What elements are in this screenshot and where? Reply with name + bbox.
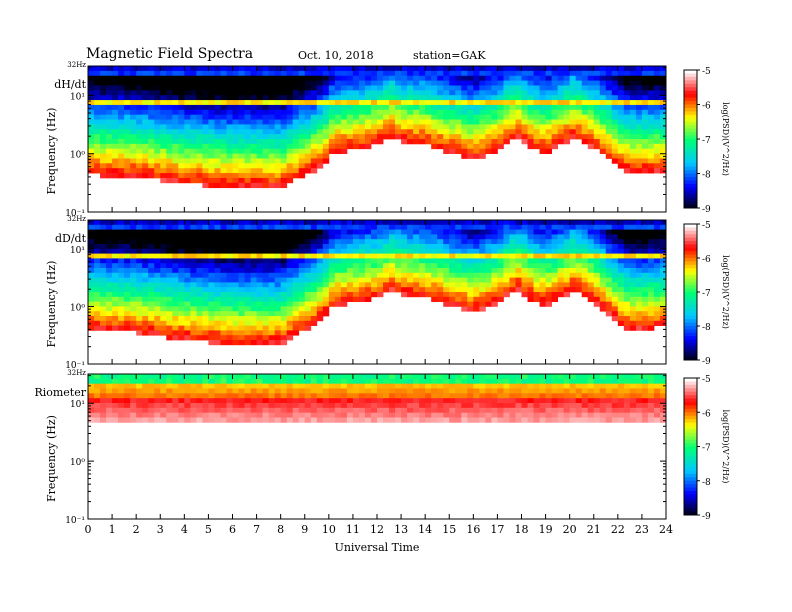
chart-title: Magnetic Field Spectra [86,46,254,62]
x-axis-label: Universal Time [335,541,420,554]
colorbar-tick-label: -7 [702,289,711,299]
panel-label: dD/dt [55,232,87,245]
colorbar-tick-label: -9 [702,512,711,522]
x-tick-label: 20 [563,523,577,536]
colorbar-tick-label: -5 [702,375,711,385]
colorbar-tick-label: -8 [702,478,711,488]
top-frequency-label: 32Hz [67,369,86,377]
y-tick-label: 10⁻¹ [65,209,85,219]
colorbar-label: log(PSD)(V^2/Hz) [721,255,730,329]
x-tick-label: 19 [539,523,553,536]
colorbar-tick-label: -8 [702,323,711,333]
y-axis-label: Frequency (Hz) [45,261,58,348]
station-label: station=GAK [413,49,486,62]
x-tick-label: 7 [253,523,260,536]
colorbar-label: log(PSD)(V^2/Hz) [721,102,730,176]
x-tick-label: 16 [466,523,480,536]
y-axis-label: Frequency (Hz) [45,108,58,195]
colorbar-tick-label: -8 [702,171,711,181]
x-tick-label: 13 [394,523,408,536]
x-tick-label: 22 [611,523,625,536]
x-tick-label: 21 [587,523,601,536]
spectrogram-0 [88,66,667,189]
y-tick-label: 10⁻¹ [65,516,85,526]
x-tick-label: 2 [133,523,140,536]
x-tick-label: 3 [157,523,164,536]
x-tick-label: 1 [109,523,116,536]
spectrogram-1 [88,220,667,346]
colorbar-label: log(PSD)(V^2/Hz) [721,410,730,484]
x-tick-label: 14 [418,523,432,536]
y-tick-label: 10¹ [70,400,85,410]
x-tick-label: 4 [181,523,188,536]
x-tick-label: 18 [515,523,529,536]
x-tick-label: 8 [277,523,284,536]
x-tick-label: 15 [442,523,456,536]
colorbar-tick-label: -6 [702,102,711,112]
colorbar-1 [684,224,697,361]
colorbar-2 [684,378,697,516]
x-tick-label: 12 [370,523,384,536]
x-tick-label: 0 [85,523,92,536]
colorbar-tick-label: -5 [702,67,711,77]
colorbar-tick-label: -9 [702,357,711,367]
x-tick-label: 11 [346,523,360,536]
date-label: Oct. 10, 2018 [298,49,374,62]
x-tick-label: 23 [635,523,649,536]
colorbar-tick-label: -6 [702,409,711,419]
x-tick-label: 9 [301,523,308,536]
top-frequency-label: 32Hz [67,215,86,223]
y-tick-label: 10⁰ [70,304,85,314]
colorbar-0 [684,70,697,209]
panel-label: dH/dt [54,78,86,91]
y-tick-label: 10⁰ [70,151,85,161]
y-tick-label: 10⁻¹ [65,361,85,371]
top-frequency-label: 32Hz [67,61,86,69]
x-tick-label: 10 [322,523,336,536]
colorbar-tick-label: -6 [702,255,711,265]
colorbar-tick-label: -7 [702,444,711,454]
spectrogram-2 [88,374,667,423]
colorbar-tick-label: -9 [702,205,711,215]
y-axis-label: Frequency (Hz) [45,415,58,502]
colorbar-tick-label: -5 [702,221,711,231]
x-tick-label: 6 [229,523,236,536]
y-tick-label: 10¹ [70,92,85,102]
x-tick-label: 24 [659,523,673,536]
x-tick-label: 17 [490,523,504,536]
x-tick-label: 5 [205,523,212,536]
y-tick-label: 10⁰ [70,458,85,468]
y-tick-label: 10¹ [70,246,85,256]
panel-label: Riometer [34,386,86,399]
colorbar-tick-label: -7 [702,136,711,146]
